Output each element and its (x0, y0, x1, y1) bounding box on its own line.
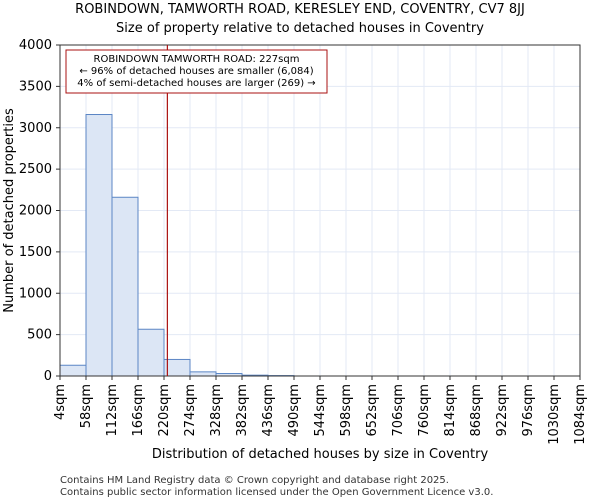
plot-frame (59, 44, 581, 377)
x-tick-label: 760sqm (417, 384, 432, 437)
x-tick-label: 652sqm (365, 384, 380, 437)
y-tick-label: 1500 (19, 245, 52, 260)
x-tick-label: 436sqm (261, 384, 276, 437)
x-tick-label: 814sqm (443, 384, 458, 437)
x-tick-label: 922sqm (495, 384, 510, 437)
y-tick-label: 3500 (19, 79, 52, 94)
histogram-bar (85, 114, 113, 377)
x-tick-label: 328sqm (209, 384, 224, 437)
x-axis: 4sqm 58sqm 112sqm 166sqm 220sqm 274sqm 328sqm 3… (53, 376, 588, 445)
x-tick-label: 976sqm (521, 384, 536, 437)
x-tick-label: 490sqm (287, 384, 302, 437)
y-tick-label: 0 (44, 369, 52, 384)
y-tick-label: 1000 (19, 286, 52, 301)
y-tick-label: 500 (27, 328, 52, 343)
histogram-bar (59, 364, 87, 377)
annotation-line-2: ← 96% of detached houses are smaller (6,… (79, 66, 313, 77)
histogram-bar (111, 196, 139, 377)
annotation-line-1: ROBINDOWN TAMWORTH ROAD: 227sqm (94, 54, 300, 65)
x-axis-label: Distribution of detached houses by size … (152, 447, 489, 462)
bars (59, 114, 295, 377)
footer-line-2: Contains public sector information licen… (60, 487, 493, 498)
annotation-frame (65, 49, 328, 94)
y-axis-label: Number of detached properties (2, 108, 17, 313)
annotation-box: ROBINDOWN TAMWORTH ROAD: 227sqm ← 96% of… (65, 49, 328, 94)
x-tick-label: 112sqm (105, 384, 120, 437)
histogram-bar (189, 371, 217, 377)
footer-line-1: Contains HM Land Registry data © Crown c… (60, 475, 449, 486)
x-tick-label: 1030sqm (547, 384, 562, 445)
x-tick-label: 220sqm (157, 384, 172, 437)
chart-subtitle: Size of property relative to detached ho… (116, 21, 484, 36)
x-tick-label: 58sqm (79, 384, 94, 428)
x-tick-label: 382sqm (235, 384, 250, 437)
x-tick-label: 868sqm (469, 384, 484, 437)
x-tick-label: 598sqm (339, 384, 354, 437)
x-tick-label: 4sqm (53, 384, 68, 420)
x-tick-label: 706sqm (391, 384, 406, 437)
y-tick-label: 2500 (19, 162, 52, 177)
histogram-bar (137, 328, 165, 377)
y-tick-label: 3000 (19, 121, 52, 136)
y-tick-label: 2000 (19, 204, 52, 219)
x-tick-label: 166sqm (131, 384, 146, 437)
x-tick-label: 274sqm (183, 384, 198, 437)
y-axis: 0 500 1000 1500 2000 2500 3000 3500 4000 (19, 38, 60, 384)
x-tick-label: 1084sqm (573, 384, 588, 445)
y-tick-label: 4000 (19, 38, 52, 53)
chart-title: ROBINDOWN, TAMWORTH ROAD, KERESLEY END, … (75, 2, 525, 17)
x-tick-label: 544sqm (313, 384, 328, 437)
annotation-line-3: 4% of semi-detached houses are larger (2… (77, 78, 315, 89)
